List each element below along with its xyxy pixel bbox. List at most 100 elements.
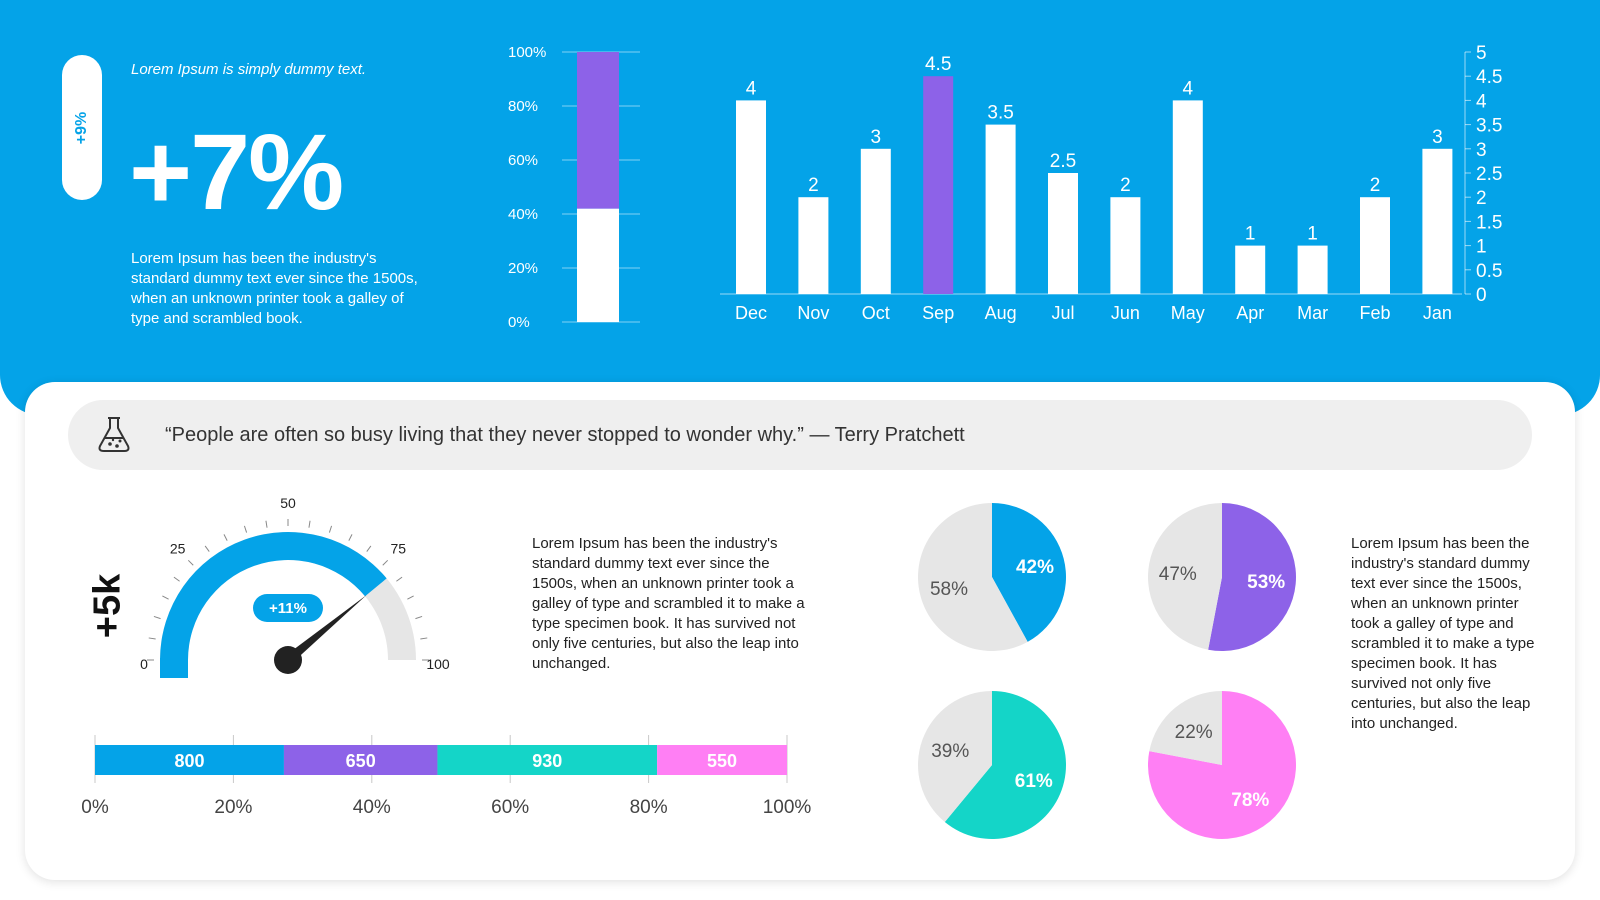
x-tick-label: 60% (491, 797, 529, 818)
middle-paragraph: Lorem Ipsum has been the industry's stan… (532, 535, 805, 672)
bar (1172, 100, 1203, 295)
y-tick-label: 80% (508, 98, 538, 115)
x-tick-label: 20% (214, 797, 252, 818)
bar-value-label: 2 (1370, 175, 1381, 196)
bar (923, 76, 954, 294)
bar-segment (437, 745, 658, 775)
gauge-tick (153, 615, 161, 620)
right-paragraph: Lorem Ipsum has been the industry's stan… (1351, 535, 1535, 732)
x-tick-label: 80% (630, 797, 668, 818)
x-tick-label: 0% (81, 797, 109, 818)
gauge-tick (243, 525, 248, 533)
y-tick-label: 2.5 (1476, 164, 1502, 185)
bar (1422, 148, 1453, 294)
bar-value-label: 2 (808, 175, 819, 196)
category-label: Jan (1423, 303, 1452, 323)
gauge-tick (308, 520, 311, 528)
pie-slice-label: 42% (1016, 557, 1054, 578)
category-label: Jun (1111, 303, 1140, 323)
pie-slice-label: 47% (1159, 564, 1197, 585)
bar-value-label: 3 (1432, 127, 1443, 148)
bar-value-label: 3 (871, 127, 882, 148)
pie-slice-label: 58% (930, 579, 968, 600)
y-tick-label: 3.5 (1476, 116, 1502, 137)
gauge-fill (160, 532, 387, 660)
hero-subtitle: Lorem Ipsum is simply dummy text. (131, 61, 367, 78)
y-tick-label: 4.5 (1476, 67, 1502, 88)
gauge-tick (396, 576, 403, 582)
pie-slice (992, 503, 1066, 642)
category-label: May (1171, 303, 1205, 323)
category-label: Nov (797, 303, 829, 323)
y-tick-label: 0.5 (1476, 261, 1502, 282)
gauge-tick (187, 559, 194, 566)
y-tick-label: 5 (1476, 43, 1487, 64)
segment-label: 800 (174, 751, 204, 771)
pie-slice (918, 503, 1028, 651)
bar-value-label: 2 (1120, 175, 1131, 196)
gauge-tick (420, 637, 428, 640)
y-tick-label: 2 (1476, 188, 1487, 209)
flask-icon (98, 417, 130, 452)
category-label: Dec (735, 303, 767, 323)
pie-slice-label: 53% (1247, 572, 1285, 593)
badge-text: +9% (73, 111, 90, 144)
bar-value-label: 4 (1183, 78, 1194, 99)
bar-value-label: 1 (1245, 224, 1256, 245)
monthly-bar-chart: 0 0.5 1 1.5 2 2.5 3 3.5 4 4.5 5 4 Dec 2 Nov 3 Oct 4.5 Sep 3… (720, 43, 1502, 323)
side-label-text: +5k (86, 573, 129, 639)
pie-slice-label: 22% (1175, 722, 1213, 743)
pie-slice (918, 691, 992, 823)
category-label: Sep (922, 303, 954, 323)
x-tick-label: 100% (763, 797, 812, 818)
category-label: Jul (1051, 303, 1074, 323)
gauge-tick (173, 576, 180, 582)
pie-slice-label: 39% (931, 741, 969, 762)
gauge-tick (223, 534, 228, 541)
gauge-tick (348, 534, 353, 541)
gauge-label: 25 (170, 541, 186, 557)
gauge-hub (274, 646, 302, 674)
bar (1297, 245, 1328, 294)
gauge-tick (366, 545, 372, 552)
y-tick-label: 40% (508, 206, 538, 223)
y-tick-label: 20% (508, 260, 538, 277)
bar-value-label: 3.5 (987, 103, 1013, 124)
bar-value-label: 2.5 (1050, 151, 1076, 172)
bar-segment (283, 745, 438, 775)
horizontal-stacked-bar: 0% 20% 40% 60% 80% 100% 800 650 930 550 (81, 735, 812, 818)
y-tick-label: 60% (508, 152, 538, 169)
gauge-badge (253, 594, 323, 622)
hero-body-text: Lorem Ipsum has been the industry's stan… (131, 250, 418, 327)
bar-value-label: 1 (1307, 224, 1318, 245)
gauge-needle (284, 594, 367, 664)
pie-slice (1148, 503, 1222, 650)
segment-label: 930 (532, 751, 562, 771)
gauge-tick (407, 595, 414, 600)
stacked-segment (577, 52, 619, 209)
bar (860, 148, 891, 294)
bar (1360, 197, 1390, 294)
gauge-label: 75 (391, 541, 407, 557)
pie-chart-1: 42% 58% (918, 503, 1066, 651)
category-label: Apr (1236, 303, 1264, 323)
bar (1110, 197, 1141, 294)
pie-chart-2: 53% 47% (1148, 503, 1296, 651)
hero-big-number: +7% (129, 111, 344, 232)
bar (736, 100, 766, 295)
quote-text: “People are often so busy living that th… (165, 424, 965, 446)
bar-segment (95, 745, 284, 775)
side-label: +5k (86, 566, 129, 646)
bar-segment (657, 745, 787, 775)
gauge-label: 0 (140, 656, 148, 672)
y-tick-label: 4 (1476, 91, 1487, 112)
gauge-fill-tail (160, 658, 188, 678)
y-tick-label: 0 (1476, 285, 1487, 306)
pie-slice-label: 61% (1015, 771, 1053, 792)
y-tick-label: 0% (508, 314, 530, 331)
y-tick-label: 100% (508, 44, 546, 61)
gauge-chart: 0 25 50 75 100 +11% (140, 495, 450, 678)
category-label: Oct (862, 303, 890, 323)
bar-value-label: 4.5 (925, 54, 951, 75)
bar (1235, 245, 1266, 294)
